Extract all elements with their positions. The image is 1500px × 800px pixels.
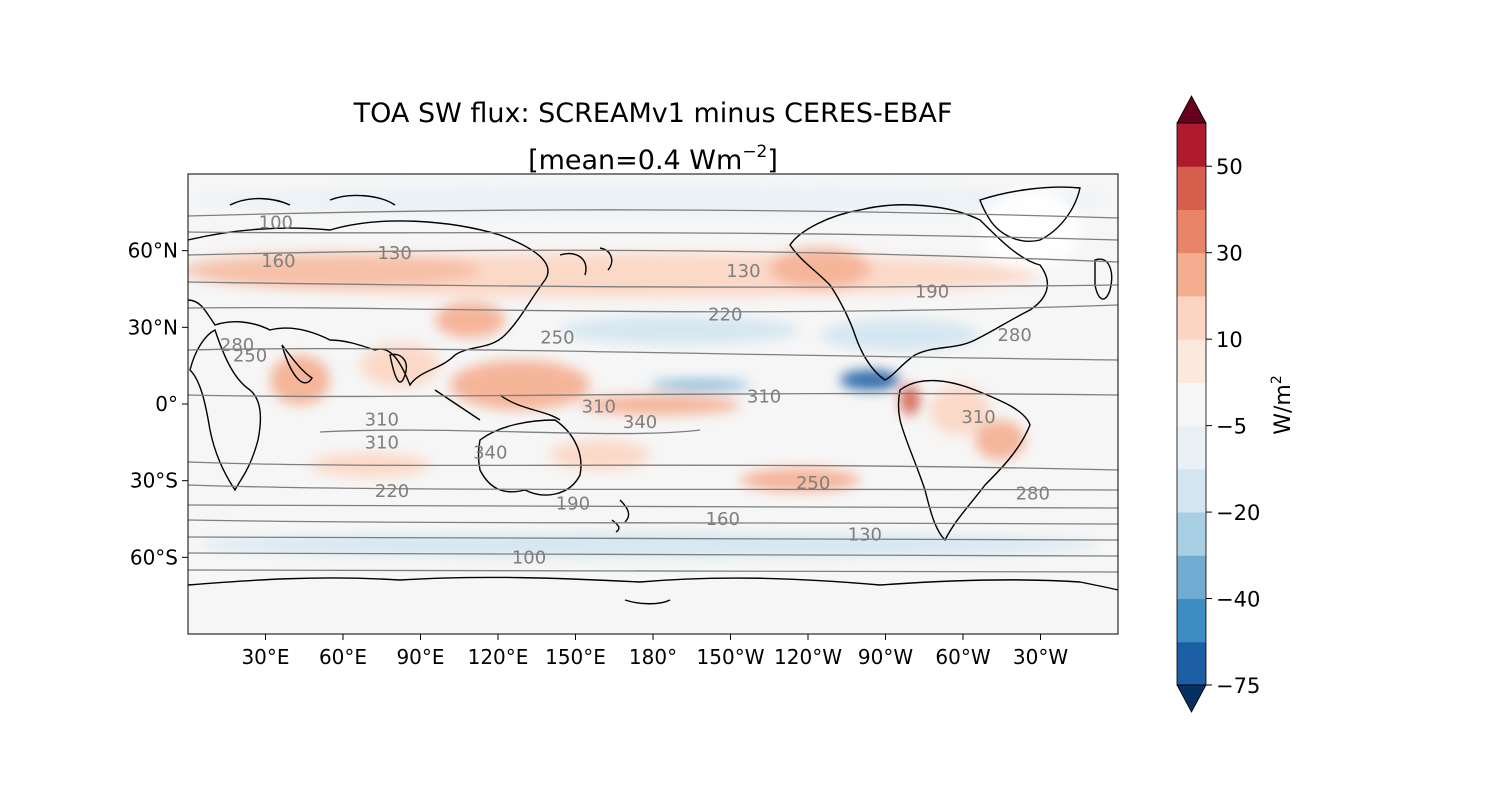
colorbar-tick-label: 10 [1216,328,1243,352]
contour-label: 250 [233,345,267,366]
colorbar-segment [1177,555,1206,600]
colorbar-segment [1177,425,1206,470]
colorbar-extend-max [1176,95,1207,124]
colorbar-segment [1177,468,1206,513]
contour-label: 250 [540,328,574,349]
colorbar-label-text: W/m [1271,384,1296,435]
contour-label: 280 [997,325,1031,346]
contour-label: 160 [706,509,740,530]
colorbar-segment [1177,209,1206,254]
colorbar-segment [1177,512,1206,556]
colorbar-ticks: 50 30 10 −5 −20 −40 −75 [1206,155,1260,698]
contour-label: 340 [623,412,657,433]
coastlines [188,186,1118,605]
contour-label: 250 [796,473,830,494]
chart-title: TOA SW flux: SCREAMv1 minus CERES-EBAF [353,98,953,129]
colorbar-tick-label: −40 [1216,588,1260,612]
contour-label: 310 [747,386,781,407]
contour-label: 190 [556,494,590,515]
subtitle-suffix: ] [767,145,778,176]
contour-label: 130 [848,524,882,545]
lon-tick-label: 180° [629,645,677,669]
colorbar-tick-label: −20 [1216,501,1260,525]
colorbar [1176,95,1207,713]
contour-label: 310 [365,432,399,453]
lon-tick-label: 150°E [545,645,606,669]
colorbar-segment [1177,382,1206,427]
colorbar-segment [1177,641,1206,686]
contour-label: 130 [726,261,760,282]
lon-tick-label: 120°W [774,645,842,669]
lon-tick-label: 30°E [241,645,289,669]
lon-tick-label: 90°W [858,645,913,669]
contour-label: 310 [365,409,399,430]
contour-label: 220 [375,481,409,502]
longitude-axis: 30°E 60°E 90°E 120°E 150°E 180° 150°W 120°W 90°W… [241,634,1068,669]
lon-tick-label: 150°W [697,645,765,669]
colorbar-tick-label: 30 [1216,242,1243,266]
colorbar-tick-label: −75 [1216,674,1260,698]
lat-tick-label: 60°S [130,545,178,569]
colorbar-segment [1177,252,1206,297]
colorbar-frame [1176,122,1207,686]
latitude-axis: 60°N 30°N 0° 30°S 60°S [128,239,188,569]
colorbar-segment [1177,295,1206,340]
contour-label: 100 [512,547,546,568]
contour-label: 310 [582,397,616,418]
colorbar-label-exponent: 2 [1269,375,1285,384]
contour-label: 190 [915,282,949,303]
contour-label: 100 [259,213,293,234]
colorbar-segment [1177,123,1206,167]
lat-tick-label: 30°N [128,315,178,339]
contour-label: 160 [261,251,295,272]
contour-label: 130 [377,243,411,264]
lon-tick-label: 60°W [935,645,990,669]
contour-label: 280 [220,335,254,356]
lat-tick-label: 30°S [130,469,178,493]
contour-label: 220 [708,305,742,326]
lon-tick-label: 90°E [396,645,444,669]
colorbar-segment [1177,166,1206,210]
contour-label: 310 [961,407,995,428]
chart-subtitle: [mean=0.4 Wm−2] [188,136,1118,177]
lon-tick-label: 120°E [468,645,529,669]
lat-tick-label: 0° [155,392,178,416]
colorbar-extend-min [1176,684,1207,713]
contour-label: 340 [473,443,507,464]
colorbar-label: W/m2 [1269,375,1296,435]
contour-label: 280 [1016,483,1050,504]
lon-tick-label: 30°W [1013,645,1068,669]
subtitle-exponent: −2 [742,142,768,162]
colorbar-tick-label: 50 [1216,155,1243,179]
subtitle-prefix: [mean=0.4 Wm [528,145,743,176]
colorbar-tick-label: −5 [1216,415,1247,439]
colorbar-segment [1177,339,1206,383]
colorbar-segment [1177,598,1206,643]
lat-tick-label: 60°N [128,239,178,263]
lon-tick-label: 60°E [319,645,367,669]
